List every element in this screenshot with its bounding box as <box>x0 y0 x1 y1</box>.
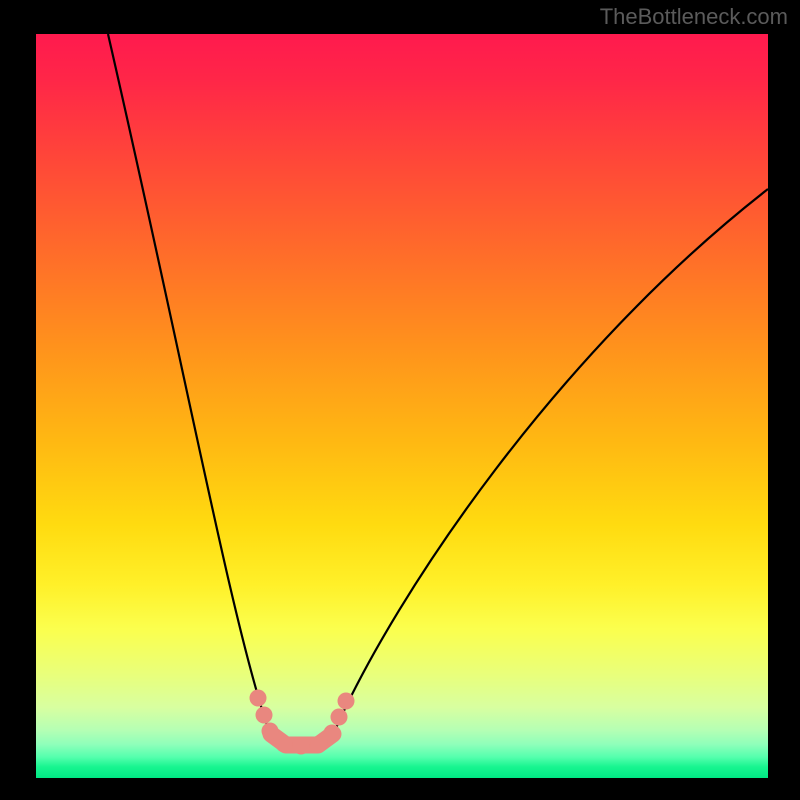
chart-plot-area <box>36 34 768 778</box>
chart-svg <box>36 34 768 778</box>
gradient-background <box>36 34 768 778</box>
outer-frame: TheBottleneck.com <box>0 0 800 800</box>
watermark-text: TheBottleneck.com <box>600 4 788 30</box>
